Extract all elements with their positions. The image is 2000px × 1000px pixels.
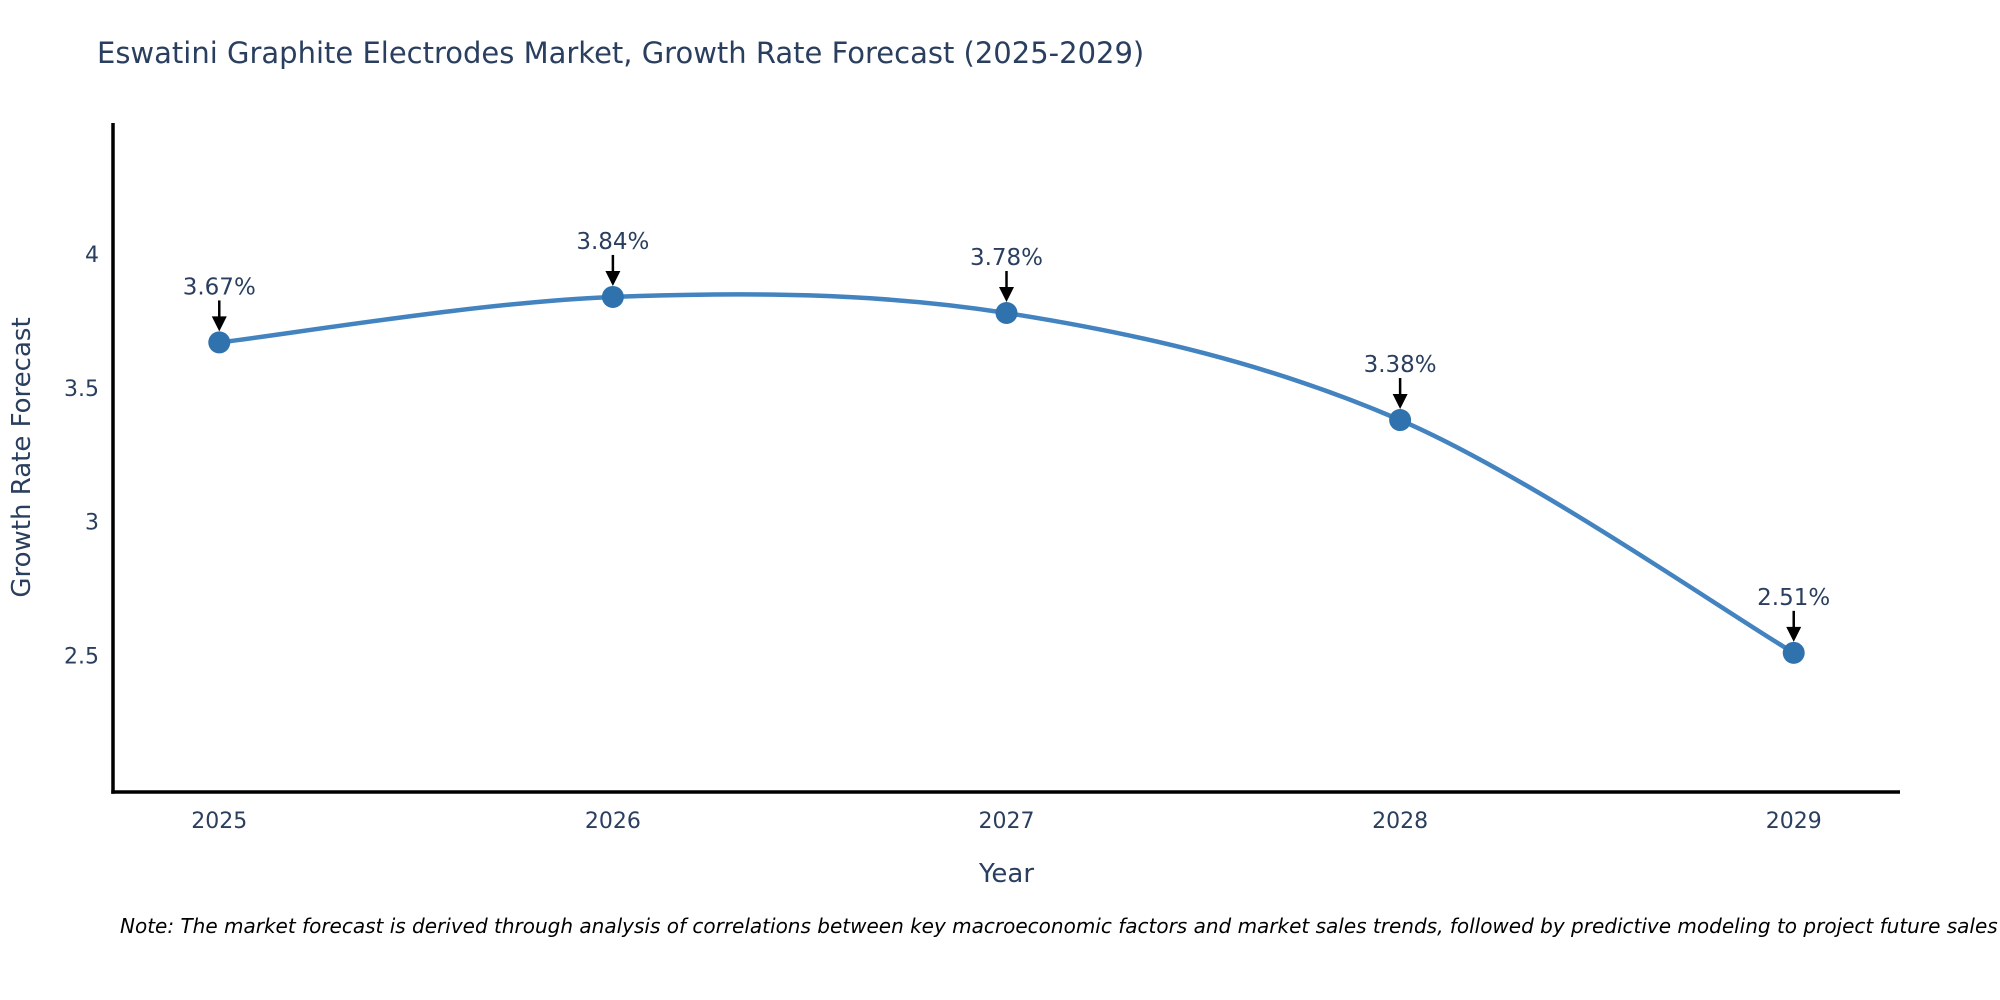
y-tick-label: 3.5 (64, 377, 99, 402)
line-chart-plot-area: 2.5 3 3.5 4 Growth Rate Forecast 2025 2026 2027… (7, 123, 1900, 889)
annotation-label: 3.84% (576, 229, 649, 255)
annotation-arrowhead-icon (211, 316, 227, 332)
chart-title: Eswatini Graphite Electrodes Market, Gro… (97, 36, 1145, 70)
data-point-marker[interactable] (1782, 641, 1805, 664)
y-tick-label: 3 (85, 511, 99, 536)
annotation-arrowhead-icon (1786, 626, 1802, 642)
data-point-marker[interactable] (601, 285, 624, 308)
x-tick-label: 2029 (1766, 809, 1822, 834)
data-point-marker[interactable] (1389, 409, 1412, 432)
x-tick-label: 2028 (1372, 809, 1428, 834)
y-tick-label: 4 (85, 243, 99, 268)
x-tick-label: 2027 (979, 809, 1035, 834)
trace-line (219, 292, 1795, 655)
annotation-label: 3.38% (1364, 352, 1437, 378)
annotation-arrowhead-icon (605, 270, 621, 286)
x-tick-label: 2025 (191, 809, 247, 834)
annotation-arrowhead-icon (1392, 394, 1408, 410)
x-axis-title: Year (978, 859, 1034, 889)
annotation-label: 2.51% (1757, 585, 1830, 611)
y-axis-title: Growth Rate Forecast (7, 317, 37, 597)
annotation-label: 3.67% (183, 274, 256, 300)
footnote: Note: The market forecast is derived thr… (120, 914, 1998, 938)
data-point-marker[interactable] (208, 331, 231, 354)
x-tick-label: 2026 (585, 809, 641, 834)
annotation-label: 3.78% (970, 245, 1043, 271)
data-point-marker[interactable] (995, 301, 1018, 324)
annotation-arrowhead-icon (999, 286, 1014, 302)
y-tick-label: 2.5 (64, 645, 99, 670)
